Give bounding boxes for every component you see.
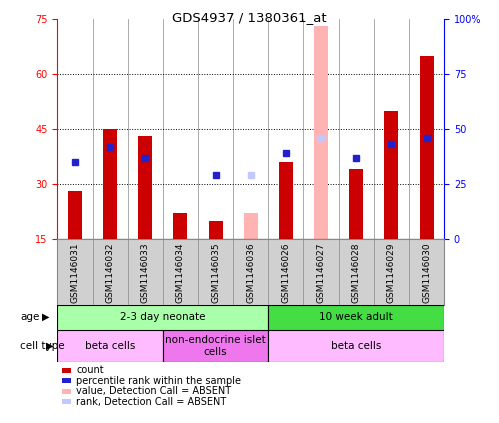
Bar xyxy=(209,221,223,239)
Bar xyxy=(268,305,444,330)
Text: GDS4937 / 1380361_at: GDS4937 / 1380361_at xyxy=(172,11,327,24)
Bar xyxy=(103,129,117,239)
Bar xyxy=(349,169,363,239)
Text: age: age xyxy=(20,312,39,322)
Text: GSM1146031: GSM1146031 xyxy=(70,242,79,303)
Text: GSM1146028: GSM1146028 xyxy=(352,242,361,303)
Text: GSM1146036: GSM1146036 xyxy=(246,242,255,303)
Text: ▶: ▶ xyxy=(46,341,54,351)
Text: non-endocrine islet
cells: non-endocrine islet cells xyxy=(165,335,266,357)
Text: beta cells: beta cells xyxy=(331,341,381,351)
Bar xyxy=(68,191,82,239)
Bar xyxy=(57,305,268,330)
Bar xyxy=(163,330,268,362)
Text: GSM1146033: GSM1146033 xyxy=(141,242,150,303)
Text: cell type: cell type xyxy=(20,341,64,351)
Bar xyxy=(314,26,328,239)
Text: rank, Detection Call = ABSENT: rank, Detection Call = ABSENT xyxy=(76,397,227,407)
Text: 10 week adult: 10 week adult xyxy=(319,312,393,322)
Text: beta cells: beta cells xyxy=(85,341,135,351)
Bar xyxy=(268,330,444,362)
Text: percentile rank within the sample: percentile rank within the sample xyxy=(76,376,242,386)
Text: ▶: ▶ xyxy=(42,312,50,322)
Text: GSM1146035: GSM1146035 xyxy=(211,242,220,303)
Text: GSM1146029: GSM1146029 xyxy=(387,242,396,303)
Text: GSM1146034: GSM1146034 xyxy=(176,242,185,303)
Text: GSM1146030: GSM1146030 xyxy=(422,242,431,303)
Bar xyxy=(174,213,188,239)
Bar xyxy=(384,111,398,239)
Text: GSM1146026: GSM1146026 xyxy=(281,242,290,303)
Bar xyxy=(57,330,163,362)
Bar xyxy=(279,162,293,239)
Text: GSM1146027: GSM1146027 xyxy=(316,242,325,303)
Bar xyxy=(244,213,258,239)
Text: GSM1146032: GSM1146032 xyxy=(106,242,115,303)
Bar xyxy=(420,56,434,239)
Bar xyxy=(138,136,152,239)
Text: count: count xyxy=(76,365,104,375)
Text: value, Detection Call = ABSENT: value, Detection Call = ABSENT xyxy=(76,386,232,396)
Text: 2-3 day neonate: 2-3 day neonate xyxy=(120,312,206,322)
